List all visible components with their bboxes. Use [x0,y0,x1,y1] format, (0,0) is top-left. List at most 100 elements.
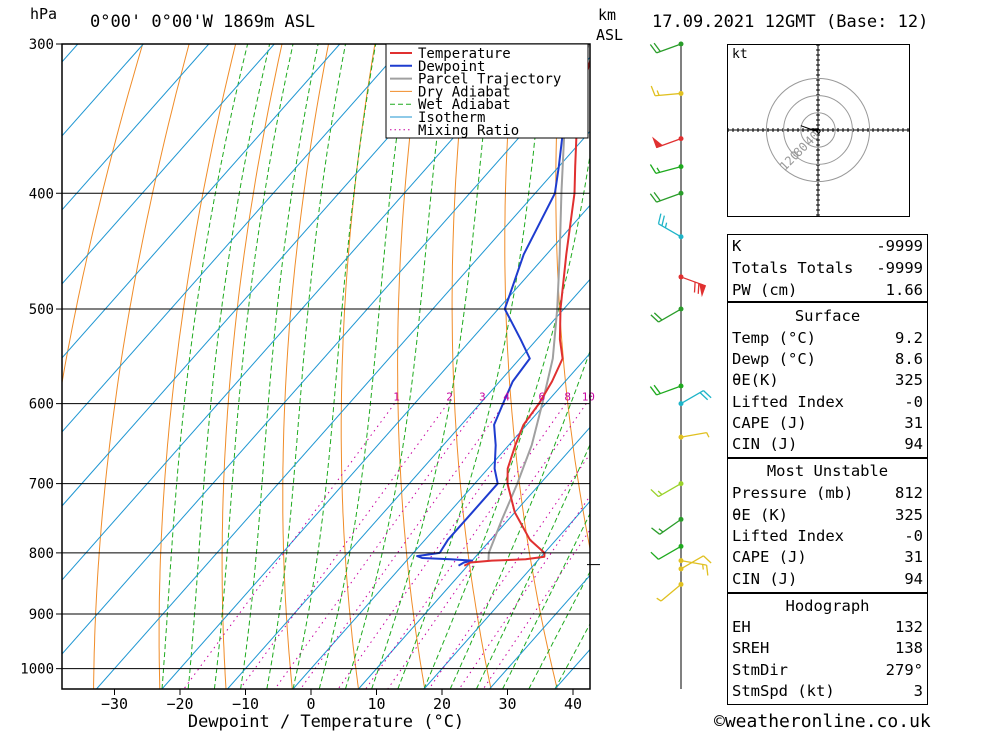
wind-barb-feather [649,386,658,396]
legend-entry: Dry Adiabat [418,84,511,100]
wind-barb-staff [655,92,682,97]
mu-key: CIN (J) [732,570,798,588]
mu-value: 31 [904,548,923,566]
indices-panel: K -9999 Totals Totals -9999 PW (cm) 1.66 [727,234,928,302]
surface-key: Temp (°C) [732,329,816,347]
wind-barb [680,390,712,405]
wind-barb-staff [659,518,682,535]
isotherm-line [423,500,590,689]
wind-barb-staff [658,545,682,560]
dry-adiabat-line [93,44,190,689]
skewt-chart: 123468101520253004005006007008009001000−… [20,37,600,732]
surface-value: 325 [895,371,923,389]
wind-barb-staff [680,555,704,570]
mixing-ratio-label: 6 [538,391,545,404]
temperature-tick-label: 0 [306,695,315,713]
hodograph-stats-row: EH 132 [732,617,923,638]
hs-key: EH [732,618,751,636]
isotherm-line [358,426,590,689]
wind-barb [652,136,682,149]
hodograph-ring [765,77,871,183]
wind-barb [680,276,707,298]
surface-value: -0 [904,393,923,411]
isotherm-line [489,574,590,689]
wet-adiabat-line [161,44,249,689]
mu-value: 812 [895,484,923,502]
mu-key: θE (K) [732,506,788,524]
wet-adiabat-line [423,152,590,689]
most-unstable-panel: Most Unstable Pressure (mb) 812 θE (K) 325… [727,458,928,593]
isotherm-line [62,44,341,359]
dry-adiabat-line [451,44,492,689]
wind-barb-staff [680,390,704,405]
surface-key: Lifted Index [732,393,844,411]
wind-barb-staff [655,166,682,175]
plot-area [62,44,590,689]
legend-entry: Isotherm [418,110,485,126]
mixing-ratio-label: 3 [479,391,486,404]
wet-adiabat-line [449,349,590,689]
most-unstable-row: CIN (J) 94 [732,569,923,590]
dry-adiabat-line [397,44,426,689]
wind-barb-staff [658,483,682,498]
wind-barb-half-feather [656,167,661,173]
wind-barb-feather [650,314,659,323]
dry-adiabat-line [282,44,330,689]
wet-adiabat-line [397,44,546,689]
wind-barb-feather [649,193,658,203]
temperature-tick-label: −30 [101,695,128,713]
dewpoint-line [416,44,584,567]
wind-barb-feather [705,565,709,576]
most-unstable-row: CAPE (J) 31 [732,547,923,568]
legend-entry: Wet Adiabat [418,97,511,113]
temperature-line [463,58,590,567]
wind-barb-staff [656,192,682,203]
wind-barb-feather [693,282,696,293]
wind-barb-feather [649,44,658,54]
wind-barb-half-feather [664,222,668,228]
wind-barb-half-feather [658,528,664,533]
mixing-ratio-line [183,403,395,689]
pressure-tick-label: 400 [29,186,54,202]
wind-barb [649,42,682,54]
mixing-ratio-label: 2 [446,391,453,404]
dry-adiabat-line [62,44,144,386]
datetime-title: 17.09.2021 12GMT (Base: 12) [652,12,929,32]
wind-barb [680,559,709,576]
wind-barb-feather [653,384,661,394]
mixing-ratio-label: 4 [503,391,510,404]
wind-barb-feather [650,488,659,498]
hs-key: StmSpd (kt) [732,682,835,700]
pressure-tick-label: 600 [29,397,54,413]
wind-barb-half-feather [702,564,704,570]
hodograph-storm-motion [815,129,819,133]
index-row-totals: Totals Totals -9999 [732,258,923,279]
wind-barb-half-feather [656,597,662,602]
temperature-tick-label: 30 [498,695,516,713]
wind-barb-feather [703,555,712,564]
wind-barb-feather [650,551,659,560]
hodograph-stats-row: StmSpd (kt) 3 [732,681,923,702]
wind-barb-staff [660,583,682,602]
hodograph-ring [783,95,853,165]
hodograph-ring [800,112,836,148]
index-key: Totals Totals [732,259,854,277]
wet-adiabat-line [292,44,377,689]
isotherm-line [62,44,144,137]
hodograph-stats-row: StmDir 279° [732,660,923,681]
index-key: PW (cm) [732,281,798,299]
wind-barb-staff [658,308,682,323]
km-unit-label: km [598,6,617,24]
footer-credit[interactable]: ©weatheronline.co.uk [714,712,931,732]
pressure-tick-label: 700 [29,477,54,493]
footer-site-link[interactable]: weatheronline.co.uk [724,711,931,732]
surface-title: Surface [794,307,861,325]
surface-row: CIN (J) 94 [732,434,923,455]
wind-barb-half-feather [706,432,710,438]
hodograph-panel: 40 80 120 kt [637,0,999,311]
wind-barb [650,545,682,560]
wet-adiabat-line [266,44,347,689]
mu-value: 94 [904,570,923,588]
legend-entry: Parcel Trajectory [418,72,561,88]
surface-key: CIN (J) [732,435,798,453]
